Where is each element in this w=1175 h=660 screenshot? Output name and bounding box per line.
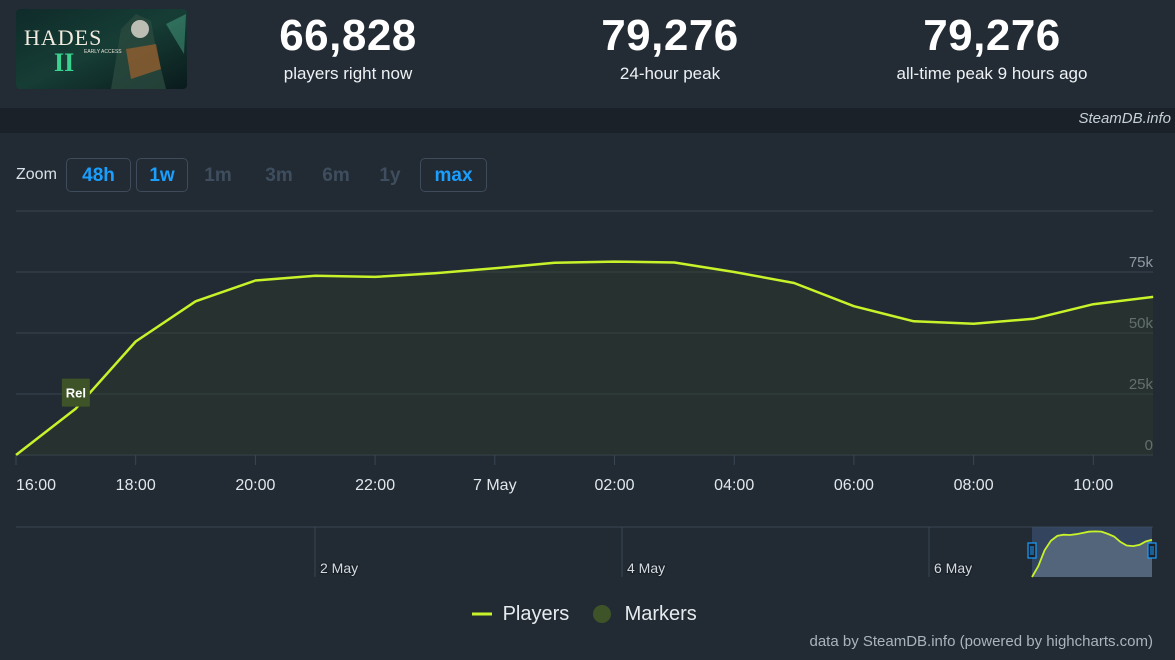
chart-panel bbox=[0, 133, 1175, 660]
day-peak-value: 79,276 bbox=[601, 11, 739, 60]
all-time-peak-value: 79,276 bbox=[923, 11, 1061, 60]
x-tick-label: 20:00 bbox=[235, 477, 275, 494]
zoom-6m-button: 6m bbox=[322, 165, 350, 186]
zoom-1m-button: 1m bbox=[204, 165, 232, 186]
x-tick-label: 02:00 bbox=[594, 477, 634, 494]
navigator-date-label: 2 May bbox=[320, 560, 358, 576]
x-tick-label: 22:00 bbox=[355, 477, 395, 494]
svg-text:II: II bbox=[54, 48, 74, 77]
zoom-1y-button: 1y bbox=[379, 165, 401, 186]
player-count-chart[interactable]: 0 25k 50k 75k 16:00 18:00 20:00 22:00 7 May 02:00… bbox=[0, 205, 1175, 595]
legend-players-label: Players bbox=[502, 603, 570, 625]
legend-item-players[interactable]: Players bbox=[470, 601, 569, 627]
current-players-label: players right now bbox=[283, 64, 413, 83]
release-marker-flag bbox=[61, 378, 90, 407]
all-time-peak-stat: 79,276 all-time peak 9 hours ago bbox=[832, 10, 1152, 86]
stats-header: HADES II EARLY ACCESS 66,828 players rig… bbox=[0, 0, 1175, 108]
players-series-line bbox=[15, 260, 1154, 456]
players-area bbox=[16, 261, 1154, 455]
zoom-48h-button[interactable]: 48h bbox=[66, 158, 131, 192]
day-peak-stat: 79,276 24-hour peak bbox=[510, 10, 830, 86]
legend-markers-label: Markers bbox=[624, 603, 697, 625]
highcharts-credit[interactable]: data by SteamDB.info (powered by highcha… bbox=[809, 633, 1154, 650]
y-tick-label: 0 bbox=[1145, 437, 1153, 454]
x-tick-label: 10:00 bbox=[1073, 477, 1113, 494]
current-players-value: 66,828 bbox=[279, 11, 417, 60]
zoom-1w-button[interactable]: 1w bbox=[136, 158, 188, 192]
day-peak-label: 24-hour peak bbox=[619, 64, 721, 83]
game-capsule-image[interactable]: HADES II EARLY ACCESS bbox=[16, 9, 187, 89]
y-tick-label: 75k bbox=[1129, 254, 1154, 271]
zoom-label: Zoom bbox=[16, 166, 57, 183]
x-tick-label: 08:00 bbox=[954, 477, 994, 494]
svg-text:HADES: HADES bbox=[24, 25, 102, 50]
zoom-3m-button: 3m bbox=[265, 165, 293, 186]
x-tick-label: 06:00 bbox=[834, 477, 874, 494]
legend-markers-dot-icon bbox=[593, 605, 611, 623]
x-tick-label: 7 May bbox=[473, 477, 517, 494]
current-players-stat: 66,828 players right now bbox=[188, 10, 508, 86]
navigator-date-label: 4 May bbox=[627, 560, 665, 576]
navigator-left-handle[interactable] bbox=[1027, 542, 1037, 559]
x-tick-label: 18:00 bbox=[116, 477, 156, 494]
x-tick-label: 04:00 bbox=[714, 477, 754, 494]
navigator-area bbox=[1032, 531, 1152, 577]
svg-text:EARLY ACCESS: EARLY ACCESS bbox=[84, 49, 122, 55]
release-marker-label: Rel bbox=[66, 386, 86, 401]
navigator-date-label: 6 May bbox=[934, 560, 972, 576]
navigator-right-handle[interactable] bbox=[1147, 542, 1157, 559]
steamdb-credit[interactable]: SteamDB.info bbox=[1078, 110, 1171, 127]
x-tick-label: 16:00 bbox=[16, 477, 56, 494]
y-tick-label: 25k bbox=[1129, 376, 1154, 393]
all-time-peak-label: all-time peak 9 hours ago bbox=[896, 64, 1088, 83]
zoom-max-button[interactable]: max bbox=[420, 158, 487, 192]
legend-item-markers[interactable]: Markers bbox=[592, 601, 697, 627]
y-tick-label: 50k bbox=[1129, 315, 1154, 332]
navigator-line bbox=[1031, 530, 1153, 578]
